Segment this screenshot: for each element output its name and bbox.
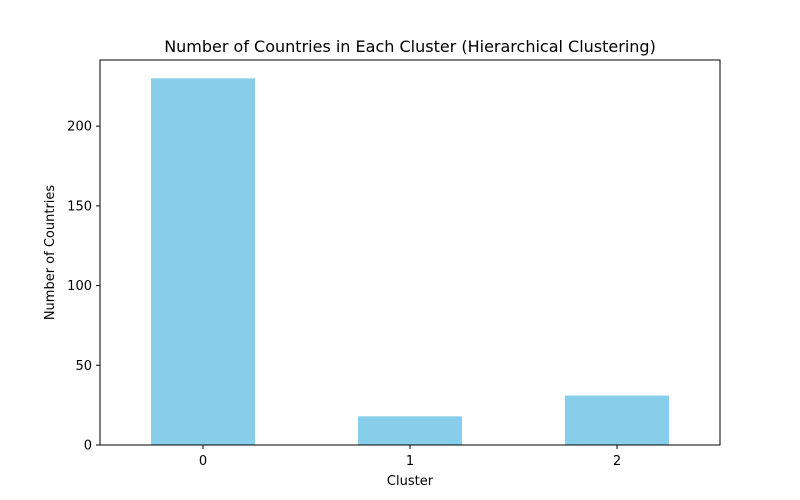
y-axis-label: Number of Countries <box>43 185 58 321</box>
bars-group <box>151 78 669 445</box>
x-tick-label: 0 <box>199 454 207 469</box>
y-axis-ticks: 0 50 100 150 200 <box>67 120 100 454</box>
x-axis-label: Cluster <box>387 474 434 489</box>
y-tick-label: 0 <box>84 439 92 454</box>
bar-cluster-2 <box>565 395 669 445</box>
bar-cluster-1 <box>358 416 462 445</box>
x-tick-label: 1 <box>406 454 414 469</box>
chart-title: Number of Countries in Each Cluster (Hie… <box>164 37 656 56</box>
y-tick-label: 100 <box>67 279 92 294</box>
plot-area-frame <box>99 59 721 446</box>
bar-cluster-0 <box>151 78 255 445</box>
x-axis-ticks: 0 1 2 <box>199 445 621 469</box>
y-tick-label: 200 <box>67 120 92 135</box>
x-tick-label: 2 <box>613 454 621 469</box>
y-tick-label: 50 <box>75 359 92 374</box>
y-tick-label: 150 <box>67 199 92 214</box>
